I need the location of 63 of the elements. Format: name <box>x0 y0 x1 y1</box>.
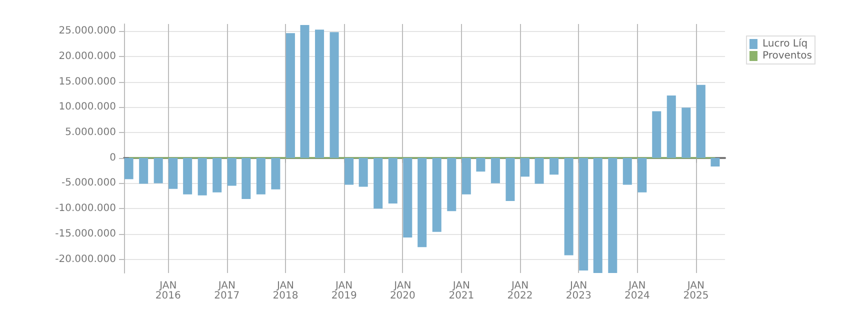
bar <box>271 158 280 190</box>
bar <box>506 158 515 201</box>
bar <box>652 111 662 158</box>
bar <box>564 158 574 256</box>
bar <box>124 158 134 180</box>
legend-label: Proventos <box>762 50 812 62</box>
bar <box>534 158 544 184</box>
bar <box>330 32 339 158</box>
bar <box>374 158 383 209</box>
bar <box>476 158 486 172</box>
bar <box>388 158 398 204</box>
bar <box>212 158 222 192</box>
x-tick-label: JAN 2022 <box>507 280 533 302</box>
bar <box>550 158 559 175</box>
bar <box>520 158 530 177</box>
bar <box>315 30 324 158</box>
x-tick-label: JAN 2021 <box>448 280 474 302</box>
y-tick-label: 0 <box>110 152 116 164</box>
y-tick-label: 10.000.000 <box>58 102 116 113</box>
x-tick-label: JAN 2018 <box>272 280 298 302</box>
bar <box>242 158 251 199</box>
bar <box>154 158 163 184</box>
bar <box>447 158 456 212</box>
bar <box>622 158 632 185</box>
bar <box>462 158 471 194</box>
bar <box>227 158 236 186</box>
bar <box>696 84 706 158</box>
bar <box>403 158 412 238</box>
y-tick-label: -5.000.000 <box>61 178 116 189</box>
y-tick-label: 15.000.000 <box>58 76 116 88</box>
x-tick-label: JAN 2023 <box>566 280 592 302</box>
bar <box>593 158 602 273</box>
bar <box>638 158 647 192</box>
legend-label: Lucro Líq <box>762 38 808 50</box>
y-tick-label: -15.000.000 <box>55 228 116 240</box>
bar <box>286 33 295 158</box>
bar <box>608 158 618 273</box>
bar <box>256 158 266 194</box>
y-tick-label: 20.000.000 <box>58 50 116 62</box>
x-tick-label: JAN 2024 <box>624 280 650 302</box>
bar <box>344 158 354 185</box>
bar <box>666 96 676 158</box>
bar <box>490 158 500 184</box>
y-tick-label: -20.000.000 <box>55 254 116 265</box>
x-tick-label: JAN 2025 <box>683 280 709 302</box>
bar <box>358 158 368 187</box>
bar <box>432 158 442 232</box>
y-tick-label: -10.000.000 <box>55 203 116 214</box>
bar <box>682 108 691 158</box>
x-tick-label: JAN 2016 <box>155 280 181 302</box>
bar <box>198 158 207 196</box>
bar <box>183 158 192 194</box>
x-tick-label: JAN 2017 <box>214 280 240 302</box>
x-tick-label: JAN 2020 <box>390 280 416 302</box>
bar <box>579 158 588 270</box>
y-tick-label: 5.000.000 <box>65 127 116 138</box>
bar <box>710 158 720 167</box>
x-tick-label: JAN 2019 <box>331 280 357 302</box>
bar <box>168 158 178 189</box>
bar <box>418 158 427 248</box>
bar <box>300 25 310 158</box>
y-tick-label: 25.000.000 <box>58 26 116 37</box>
bar <box>139 158 148 184</box>
